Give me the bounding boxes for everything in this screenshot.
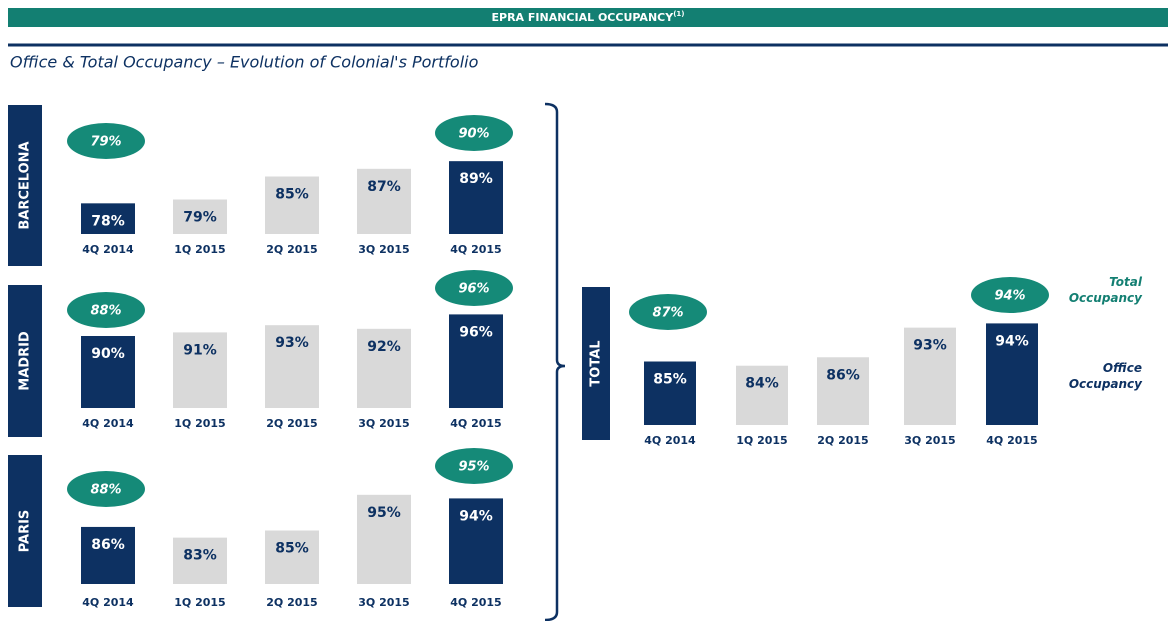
bubble-label: 95% xyxy=(458,460,489,475)
x-tick-label: 2Q 2015 xyxy=(266,596,317,609)
x-tick-label: 2Q 2015 xyxy=(817,434,868,447)
bar xyxy=(644,361,696,425)
value-label: 86% xyxy=(826,367,860,383)
total-bubble xyxy=(67,471,145,507)
bar xyxy=(449,314,503,408)
value-label: 91% xyxy=(183,342,217,358)
value-label: 85% xyxy=(275,187,309,203)
bar xyxy=(265,325,319,408)
bubble-label: 79% xyxy=(90,135,121,150)
bar xyxy=(173,537,227,584)
side-label: TOTAL xyxy=(589,340,604,386)
total-bubble xyxy=(67,292,145,328)
value-label: 90% xyxy=(91,346,125,362)
value-label: 94% xyxy=(995,333,1029,349)
bar xyxy=(357,328,411,408)
x-tick-label: 1Q 2015 xyxy=(174,243,225,256)
x-tick-label: 4Q 2014 xyxy=(82,243,134,256)
bar xyxy=(81,526,135,584)
x-tick-label: 3Q 2015 xyxy=(358,596,409,609)
value-label: 85% xyxy=(653,372,687,388)
value-label: 92% xyxy=(367,339,401,355)
header-sup: (1) xyxy=(673,10,684,18)
value-label: 79% xyxy=(183,210,217,226)
bar xyxy=(736,365,788,425)
total-bubble xyxy=(971,277,1049,313)
bracket xyxy=(544,102,566,621)
header-text: EPRA FINANCIAL OCCUPANCY xyxy=(492,11,675,24)
side-label: MADRID xyxy=(18,331,33,391)
x-tick-label: 3Q 2015 xyxy=(358,243,409,256)
x-tick-label: 4Q 2014 xyxy=(82,596,134,609)
bar xyxy=(817,357,869,425)
bar xyxy=(986,323,1038,425)
x-tick-label: 2Q 2015 xyxy=(266,417,317,430)
bar xyxy=(449,498,503,584)
side-label-box xyxy=(8,105,42,266)
x-tick-label: 1Q 2015 xyxy=(174,417,225,430)
bar xyxy=(81,203,135,234)
side-label: BARCELONA xyxy=(18,141,33,229)
legend-total: Total Occupancy xyxy=(1068,275,1142,305)
x-tick-label: 3Q 2015 xyxy=(358,417,409,430)
bubble-label: 96% xyxy=(458,282,489,297)
bar xyxy=(81,336,135,408)
x-tick-label: 4Q 2015 xyxy=(986,434,1037,447)
value-label: 86% xyxy=(91,537,125,553)
x-tick-label: 1Q 2015 xyxy=(174,596,225,609)
x-tick-label: 4Q 2014 xyxy=(82,417,134,430)
value-label: 96% xyxy=(459,324,493,340)
bar xyxy=(265,530,319,584)
bar xyxy=(265,176,319,234)
total-bubble xyxy=(67,123,145,159)
x-tick-label: 4Q 2015 xyxy=(450,417,501,430)
x-tick-label: 2Q 2015 xyxy=(266,243,317,256)
total-bubble xyxy=(435,270,513,306)
side-label-box xyxy=(582,287,610,440)
value-label: 94% xyxy=(459,508,493,524)
bubble-label: 87% xyxy=(652,306,683,321)
total-bubble xyxy=(435,115,513,151)
value-label: 93% xyxy=(275,335,309,351)
value-label: 78% xyxy=(91,213,125,229)
subtitle: Office & Total Occupancy – Evolution of … xyxy=(10,53,479,72)
bar xyxy=(449,161,503,234)
bar xyxy=(173,332,227,408)
bubble-label: 88% xyxy=(90,304,121,319)
bar xyxy=(357,494,411,584)
bar xyxy=(173,199,227,234)
value-label: 85% xyxy=(275,541,309,557)
bar xyxy=(357,168,411,234)
value-label: 87% xyxy=(367,179,401,195)
side-label-box xyxy=(8,285,42,437)
side-label: PARIS xyxy=(18,510,33,553)
x-tick-label: 3Q 2015 xyxy=(904,434,955,447)
value-label: 84% xyxy=(745,376,779,392)
value-label: 93% xyxy=(913,338,947,354)
value-label: 83% xyxy=(183,548,217,564)
bubble-label: 88% xyxy=(90,483,121,498)
x-tick-label: 4Q 2015 xyxy=(450,596,501,609)
bubble-label: 94% xyxy=(994,289,1025,304)
total-bubble xyxy=(629,294,707,330)
x-tick-label: 4Q 2015 xyxy=(450,243,501,256)
x-tick-label: 4Q 2014 xyxy=(644,434,696,447)
value-label: 95% xyxy=(367,505,401,521)
side-label-box xyxy=(8,455,42,607)
header-title: EPRA FINANCIAL OCCUPANCY(1) xyxy=(492,10,685,24)
bar xyxy=(904,327,956,425)
bubble-label: 90% xyxy=(458,127,489,142)
x-tick-label: 1Q 2015 xyxy=(736,434,787,447)
value-label: 89% xyxy=(459,171,493,187)
total-bubble xyxy=(435,448,513,484)
header-bar xyxy=(8,8,1168,27)
legend-office: Office Occupancy xyxy=(1068,361,1142,391)
